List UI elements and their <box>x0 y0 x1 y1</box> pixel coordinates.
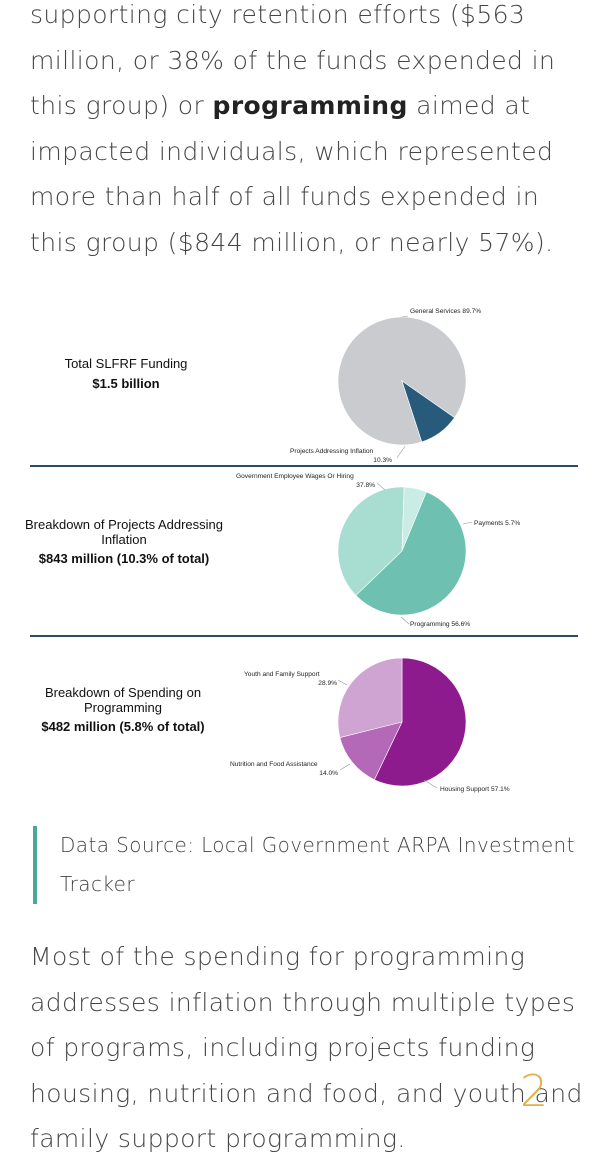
chart2-title: Breakdown of Projects Addressing Inflati… <box>25 517 223 547</box>
slice-label: Youth and Family Support <box>244 671 320 678</box>
pie-charts: General Services 89.7% Projects Addressin… <box>230 308 520 793</box>
chart3-title: Breakdown of Spending on Programming <box>44 685 202 715</box>
slice-label: Projects Addressing Inflation <box>290 448 374 455</box>
leader-line <box>376 482 386 491</box>
slice-label: Programming 56.6% <box>410 621 470 628</box>
pie-slice-government-employee-wages-or-hiring <box>337 486 405 596</box>
leader-line <box>400 616 410 625</box>
chart3-label: Breakdown of Spending on Programming $48… <box>32 685 214 735</box>
data-source-note: Data Source: Local Government ARPA Inves… <box>60 833 575 896</box>
intro-text-start: supporting city retention efforts ($563 … <box>30 0 556 120</box>
slice-label: Government Employee Wages Or Hiring <box>236 473 354 480</box>
pie-chart-3: Youth and Family Support 28.9% Nutrition a… <box>230 657 510 793</box>
chart2-label: Breakdown of Projects Addressing Inflati… <box>18 517 230 567</box>
slice-label: General Services 89.7% <box>410 308 481 315</box>
chart-divider <box>30 465 578 467</box>
chart-divider <box>30 635 578 637</box>
chart2-value: $843 million (10.3% of total) <box>38 551 210 566</box>
slice-label: 14.0% <box>319 770 338 777</box>
chart1-title: Total SLFRF Funding <box>64 356 188 371</box>
pie-slice-youth-and-family-support <box>337 657 403 738</box>
chart1-label: Total SLFRF Funding $1.5 billion <box>40 356 212 392</box>
pie-slice-projects-addressing-inflation <box>401 380 455 443</box>
pie-slice-housing-support <box>373 657 467 787</box>
leader-line <box>423 779 438 789</box>
closing-paragraph: Most of the spending for programming add… <box>30 942 583 1153</box>
pie-slice-nutrition-and-food-assistance <box>339 721 403 781</box>
intro-bold-term: programming <box>212 91 408 120</box>
leader-line <box>337 679 348 686</box>
intro-text-end: aimed at impacted individuals, which rep… <box>30 91 554 257</box>
source-quote-bar <box>33 826 37 904</box>
leader-line <box>396 445 406 459</box>
slice-label: 28.9% <box>318 680 337 687</box>
leader-line <box>462 521 473 525</box>
leader-line <box>339 763 351 771</box>
slice-label: 37.8% <box>356 482 375 489</box>
slice-label: Payments 5.7% <box>474 520 520 527</box>
pie-chart-1: General Services 89.7% Projects Addressin… <box>290 308 481 464</box>
pie-chart-2: Government Employee Wages Or Hiring37.8%… <box>236 473 520 628</box>
leader-line <box>401 315 409 318</box>
page-number: 2 <box>520 1066 548 1117</box>
chart3-value: $482 million (5.8% of total) <box>41 719 205 734</box>
intro-paragraph: supporting city retention efforts ($563 … <box>30 0 590 265</box>
chart1-value: $1.5 billion <box>92 376 160 391</box>
pie-slice-programming <box>355 491 467 616</box>
slice-label: 10.3% <box>373 457 392 464</box>
slice-label: Nutrition and Food Assistance <box>230 761 318 768</box>
slice-label: Housing Support 57.1% <box>440 786 510 793</box>
